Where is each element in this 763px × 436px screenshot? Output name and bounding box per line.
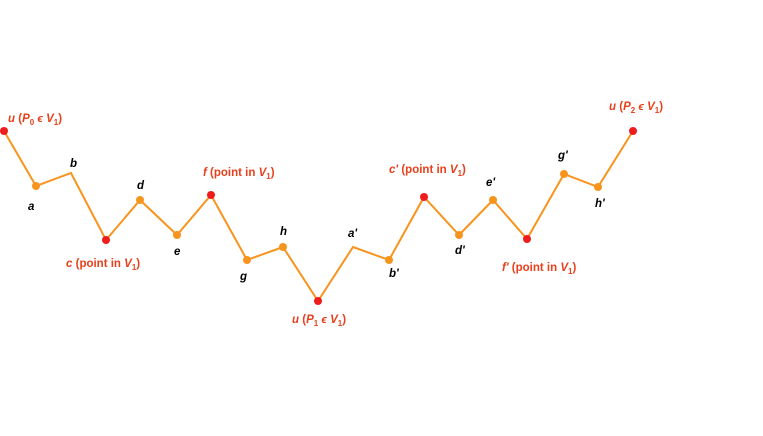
vertex-e-prime [489, 196, 497, 204]
vertex-a [32, 182, 40, 190]
label-h: h [280, 226, 287, 238]
label-h-prime: h' [595, 198, 606, 210]
vertex-c-prime [420, 193, 428, 201]
vertex-u-p2 [629, 127, 637, 135]
vertex-f-prime [523, 235, 531, 243]
vertex-d-prime [455, 231, 463, 239]
vertex-h-prime [594, 183, 602, 191]
label-f-prime: f' (point in V1) [502, 262, 576, 276]
label-e: e [174, 246, 181, 258]
label-a: a [28, 201, 35, 213]
label-d: d [137, 180, 145, 192]
vertex-h [279, 243, 287, 251]
vertex-u-p1 [314, 297, 322, 305]
vertex-g [243, 256, 251, 264]
label-f: f (point in V1) [203, 167, 275, 181]
label-u-p1: u (P1 ϵ V1) [292, 314, 346, 328]
label-d-prime: d' [455, 245, 466, 257]
label-b: b [70, 158, 77, 170]
vertex-e [173, 231, 181, 239]
label-g: g [239, 271, 247, 283]
vertex-d [136, 196, 144, 204]
path-polyline [3, 130, 634, 303]
label-u-p0: u (P0 ϵ V1) [8, 113, 62, 127]
vertex-b-prime [385, 256, 393, 264]
label-g-prime: g' [557, 150, 569, 162]
vertex-c [102, 236, 110, 244]
label-u-p2: u (P2 ϵ V1) [609, 101, 663, 115]
label-c-prime: c' (point in V1) [389, 164, 466, 178]
vertex-f [207, 191, 215, 199]
vertex-u-p0 [0, 127, 8, 135]
label-a-prime: a' [348, 228, 358, 240]
label-b-prime: b' [389, 268, 400, 280]
label-c: c (point in V1) [66, 258, 140, 272]
vertex-g-prime [560, 170, 568, 178]
label-e-prime: e' [486, 177, 496, 189]
